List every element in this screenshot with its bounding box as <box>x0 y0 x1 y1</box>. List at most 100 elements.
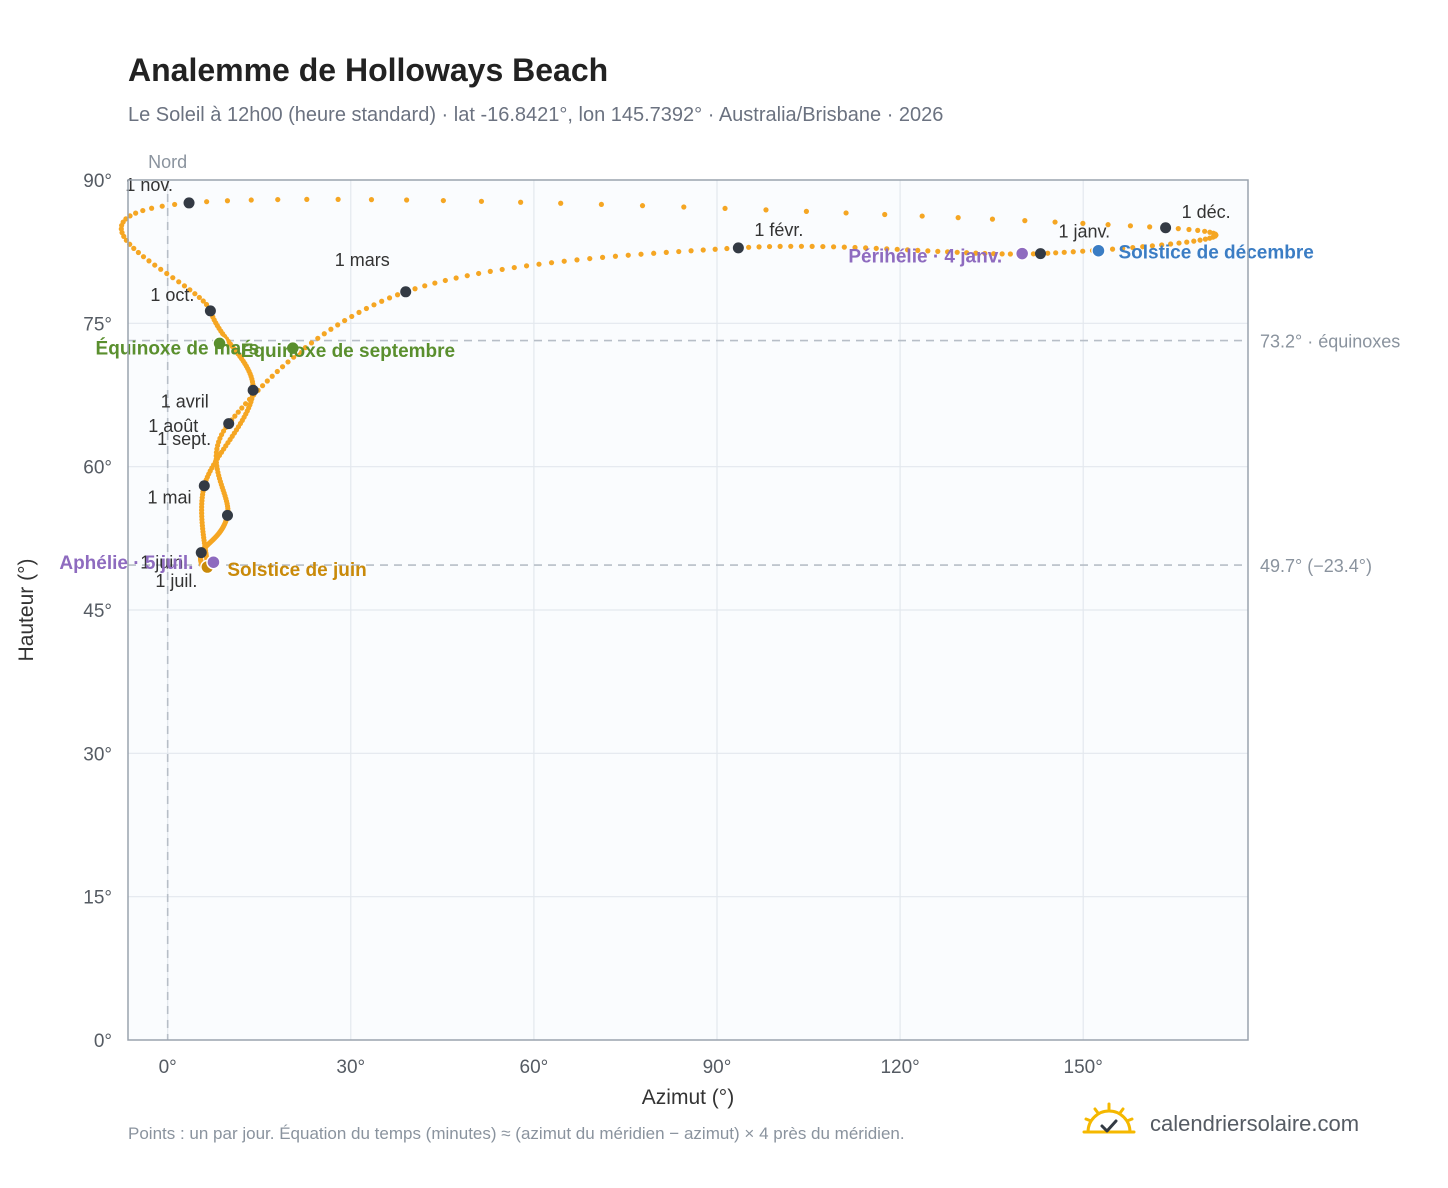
month-marker <box>221 509 233 521</box>
daily-point <box>1149 243 1155 249</box>
month-label: 1 mars <box>335 250 390 270</box>
daily-point <box>639 203 646 209</box>
daily-point <box>1053 250 1059 256</box>
daily-point <box>196 294 202 301</box>
daily-point <box>1030 251 1037 257</box>
daily-point <box>955 215 961 221</box>
daily-point <box>756 244 762 250</box>
event-label: Aphélie · 5 juil. <box>59 553 193 574</box>
x-tick-label: 30° <box>336 1057 365 1078</box>
event-label: Solstice de décembre <box>1118 243 1313 264</box>
event-marker <box>206 554 221 570</box>
daily-point <box>200 298 206 304</box>
daily-point <box>170 275 176 281</box>
month-label: 1 sept. <box>157 429 211 449</box>
daily-point <box>224 198 231 204</box>
event-marker <box>285 340 301 356</box>
daily-point <box>863 245 869 251</box>
daily-point <box>777 243 783 249</box>
daily-point <box>1045 250 1051 256</box>
axis-ticks: 0° 30° 60° 90° 120° 150° 0° 15° 30° 45° 60° 75° 90° <box>83 171 1103 1078</box>
daily-point <box>688 248 694 254</box>
daily-point <box>379 298 385 304</box>
brand[interactable]: calendriersolaire.com <box>1082 1102 1359 1146</box>
month-label: 1 avril <box>161 392 209 412</box>
daily-point <box>499 266 505 273</box>
daily-point <box>746 244 752 250</box>
daily-point <box>548 260 555 266</box>
daily-point <box>1130 244 1136 251</box>
daily-point <box>1080 220 1086 226</box>
daily-point <box>285 359 291 365</box>
daily-point <box>803 208 809 214</box>
daily-point <box>612 253 619 259</box>
daily-point <box>412 286 418 292</box>
daily-point <box>904 247 911 253</box>
daily-point <box>676 248 682 255</box>
month-label: 1 oct. <box>150 285 194 305</box>
daily-point <box>158 266 164 272</box>
daily-point <box>291 354 297 360</box>
daily-point <box>371 302 377 308</box>
daily-point <box>140 207 146 214</box>
daily-point <box>335 196 341 202</box>
daily-point <box>1159 242 1165 248</box>
daily-point <box>523 263 530 269</box>
daily-point <box>788 243 794 249</box>
daily-point <box>925 248 931 254</box>
daily-point <box>159 203 165 209</box>
month-marker <box>195 547 207 559</box>
daily-point <box>275 196 281 203</box>
daily-point <box>232 413 238 419</box>
daily-point <box>820 243 826 250</box>
x-tick-label: 60° <box>520 1057 549 1078</box>
y-tick-label: 15° <box>83 888 112 909</box>
daily-point <box>681 204 687 210</box>
daily-point <box>432 280 438 286</box>
month-marker <box>400 286 412 298</box>
y-tick-label: 30° <box>83 744 112 765</box>
daily-point <box>989 216 996 222</box>
event-label: Solstice de juin <box>227 560 366 581</box>
daily-point <box>476 270 482 277</box>
daily-point <box>973 250 979 256</box>
daily-point <box>203 301 210 308</box>
month-label: 1 janv. <box>1058 222 1110 242</box>
daily-point <box>152 262 158 268</box>
reference-line-label: 49.7° (−23.4°) <box>1260 556 1372 576</box>
x-tick-label: 0° <box>159 1057 177 1078</box>
chart-subtitle: Le Soleil à 12h00 (heure standard) · lat… <box>128 104 944 126</box>
daily-point <box>131 245 137 251</box>
daily-point <box>809 243 815 249</box>
daily-point <box>884 246 890 252</box>
event-label: Équinoxe de mars <box>96 337 260 359</box>
event-label: Périhélie · 4 janv. <box>848 247 1002 268</box>
daily-point <box>841 244 847 250</box>
month-label: 1 févr. <box>754 220 803 240</box>
daily-point <box>511 264 517 271</box>
month-marker <box>247 384 259 396</box>
daily-point <box>478 198 485 204</box>
daily-point <box>123 216 129 222</box>
daily-point <box>991 251 997 257</box>
daily-point <box>663 249 669 255</box>
daily-point <box>363 305 370 312</box>
daily-point <box>843 210 849 216</box>
y-tick-label: 90° <box>83 171 112 192</box>
daily-point <box>1191 238 1197 244</box>
event-marker <box>1091 243 1106 258</box>
month-label: 1 août <box>148 416 198 436</box>
daily-point <box>830 244 837 250</box>
daily-point <box>1061 249 1067 255</box>
daily-point <box>464 273 470 279</box>
daily-point <box>724 245 730 252</box>
daily-point <box>349 313 355 320</box>
daily-point <box>722 205 728 212</box>
daily-point <box>239 405 245 411</box>
daily-point <box>328 326 334 332</box>
daily-point <box>1105 222 1111 228</box>
daily-point <box>342 317 348 324</box>
daily-point <box>1007 251 1013 257</box>
